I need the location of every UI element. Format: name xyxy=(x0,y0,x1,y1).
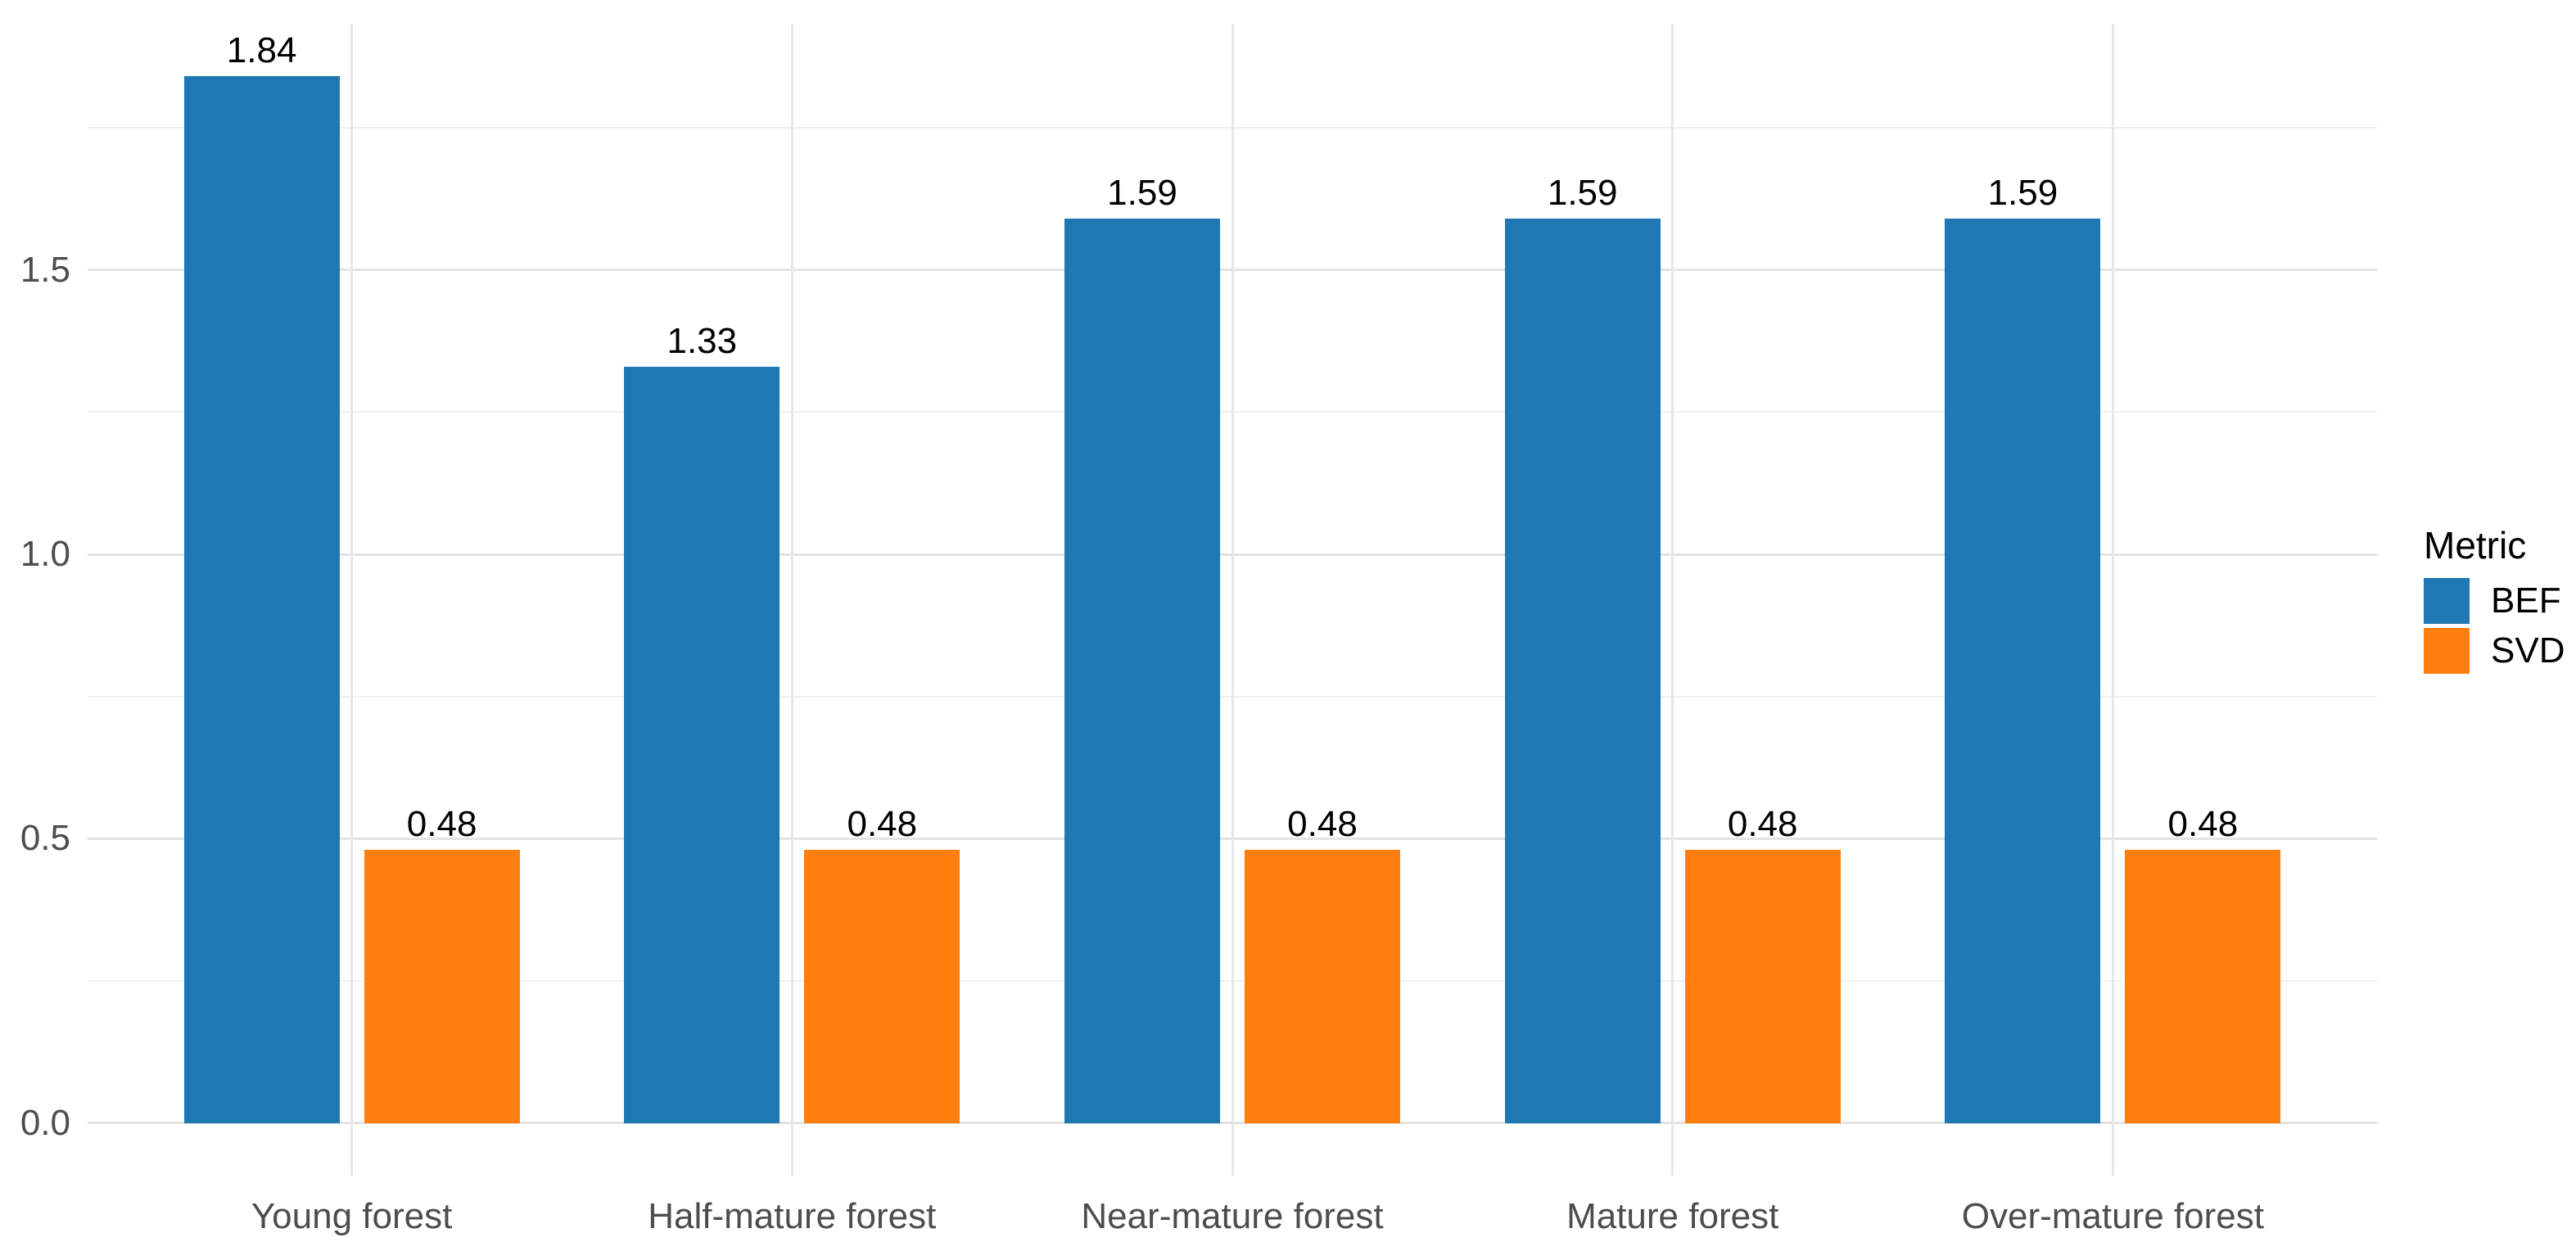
legend-item-bef: BEF xyxy=(2424,578,2576,624)
legend-label: SVD xyxy=(2491,630,2565,671)
legend-swatch-svd xyxy=(2424,628,2470,674)
bar-value-label: 1.59 xyxy=(1547,172,1618,213)
y-axis-tick-label: 1.0 xyxy=(20,534,70,574)
y-axis-tick-label: 1.5 xyxy=(20,249,70,290)
bar-value-label: 0.48 xyxy=(847,804,918,845)
x-axis-category-label: Half-mature forest xyxy=(648,1196,937,1236)
bar-value-label: 1.59 xyxy=(1987,172,2059,213)
x-axis-category-label: Young forest xyxy=(251,1196,453,1236)
vertical-gridline xyxy=(1671,24,1674,1176)
bar-value-label: 0.48 xyxy=(2167,804,2239,845)
bar-bef xyxy=(1064,218,1220,1123)
vertical-gridline xyxy=(790,24,793,1176)
x-axis-category-label: Over-mature forest xyxy=(1961,1196,2264,1236)
bar-bef xyxy=(183,76,340,1123)
bar-value-label: 0.48 xyxy=(1287,804,1358,845)
x-axis-category-label: Near-mature forest xyxy=(1081,1196,1384,1236)
bar-svd xyxy=(1245,850,1400,1123)
bar-value-label: 0.48 xyxy=(406,804,477,845)
bar-value-label: 1.84 xyxy=(226,30,297,71)
bar-value-label: 0.48 xyxy=(1727,804,1798,845)
legend-swatch-bef xyxy=(2424,578,2470,624)
legend-title: Metric xyxy=(2424,524,2527,567)
vertical-gridline xyxy=(1231,24,1234,1176)
y-axis-tick-label: 0.0 xyxy=(20,1102,70,1143)
bar-bef xyxy=(1945,218,2101,1123)
bar-svd xyxy=(364,850,520,1123)
x-axis-category-label: Mature forest xyxy=(1566,1196,1779,1236)
legend-items: BEF SVD xyxy=(2424,578,2576,674)
bar-svd xyxy=(2125,850,2281,1123)
plot-panel: 1.84 1.33 1.59 1.59 1.59 0.48 0.48 0.48 0.48 0.48 xyxy=(88,24,2377,1176)
vertical-gridline xyxy=(350,24,354,1176)
legend: Metric BEF SVD xyxy=(2424,524,2576,678)
legend-item-svd: SVD xyxy=(2424,628,2576,674)
bar-value-label: 1.59 xyxy=(1107,172,1177,213)
y-axis-tick-label: 0.5 xyxy=(20,818,70,859)
bar-svd xyxy=(1684,850,1841,1123)
legend-label: BEF xyxy=(2491,580,2561,621)
bar-bef xyxy=(1504,218,1661,1123)
bar-svd xyxy=(804,850,960,1123)
bar-bef xyxy=(624,366,780,1123)
vertical-gridline xyxy=(2111,24,2114,1176)
bar-value-label: 1.33 xyxy=(667,320,738,361)
